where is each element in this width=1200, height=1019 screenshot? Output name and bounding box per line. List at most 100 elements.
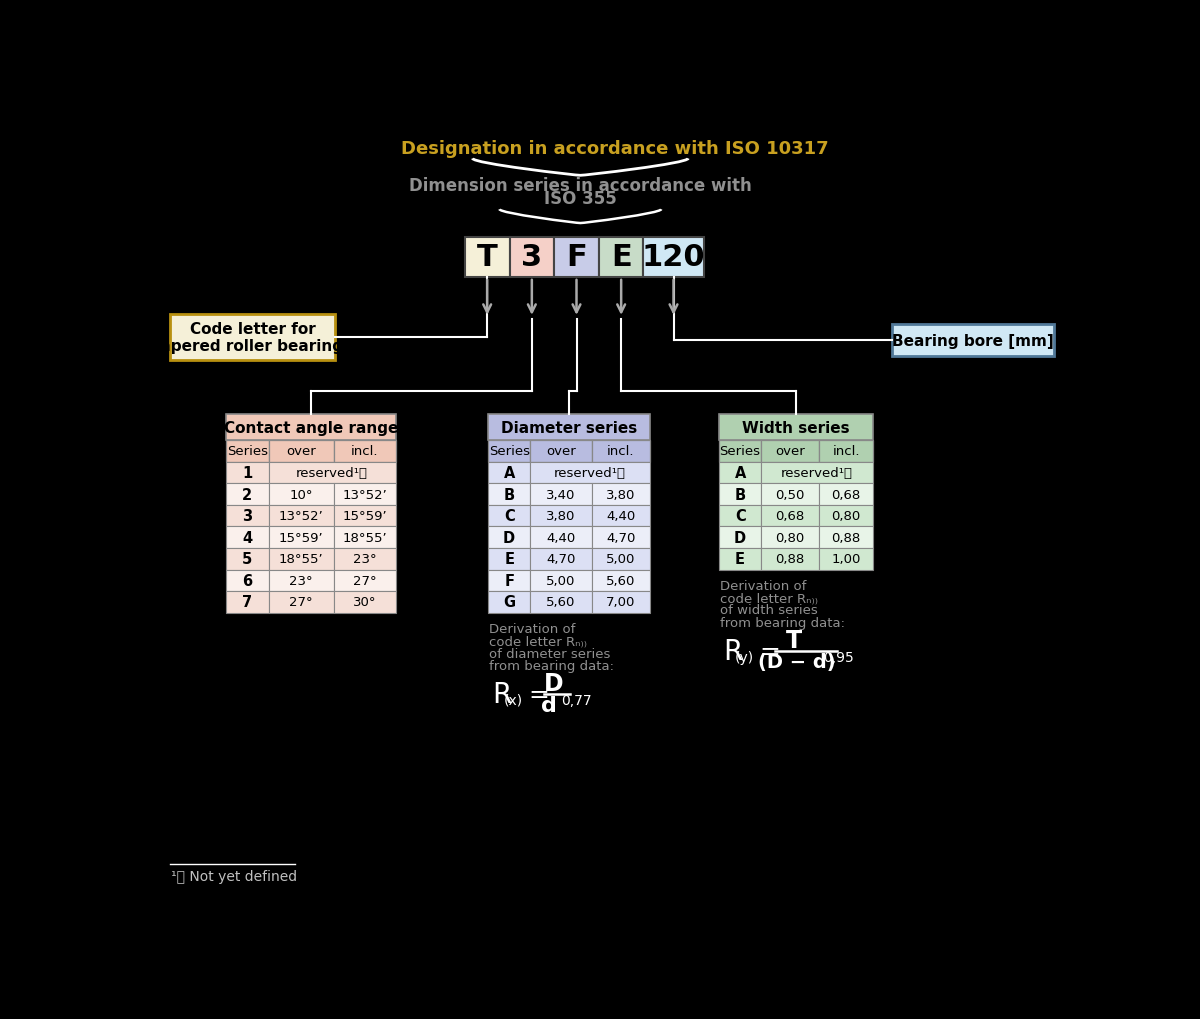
Bar <box>592 570 649 591</box>
Bar <box>488 548 530 570</box>
Text: 30°: 30° <box>353 596 377 608</box>
Text: 10°: 10° <box>289 488 313 501</box>
Text: Series: Series <box>227 445 268 458</box>
Text: 120: 120 <box>642 244 706 272</box>
Text: 15°59’: 15°59’ <box>342 510 388 523</box>
Text: Width series: Width series <box>742 420 850 435</box>
Bar <box>334 548 396 570</box>
Text: 3: 3 <box>242 508 252 524</box>
Text: Diameter series: Diameter series <box>500 420 637 435</box>
Text: 27°: 27° <box>353 575 377 587</box>
Text: over: over <box>775 445 805 458</box>
Bar <box>592 441 649 463</box>
Bar <box>719 505 761 527</box>
Bar <box>719 441 761 463</box>
Text: 13°52’: 13°52’ <box>342 488 388 501</box>
Bar <box>334 527 396 548</box>
Text: B: B <box>504 487 515 502</box>
Bar <box>530 505 592 527</box>
Text: 5,00: 5,00 <box>546 575 576 587</box>
Text: 3,80: 3,80 <box>606 488 636 501</box>
Text: E: E <box>504 551 514 567</box>
Text: 5,00: 5,00 <box>606 552 636 566</box>
Text: D: D <box>734 530 746 545</box>
Text: T: T <box>476 244 498 272</box>
Text: 6: 6 <box>242 574 252 588</box>
Text: ISO 355: ISO 355 <box>544 191 617 208</box>
Text: D: D <box>544 672 563 696</box>
Text: 0,68: 0,68 <box>832 488 860 501</box>
Bar <box>334 441 396 463</box>
Text: 1: 1 <box>242 466 252 481</box>
Text: G: G <box>503 595 515 609</box>
Text: E: E <box>611 244 631 272</box>
Text: 0,95: 0,95 <box>823 650 853 664</box>
Bar <box>464 237 510 277</box>
Text: 27°: 27° <box>289 596 313 608</box>
Bar <box>719 415 872 441</box>
Bar <box>893 325 1054 357</box>
Bar <box>226 591 269 613</box>
Text: over: over <box>546 445 576 458</box>
Text: over: over <box>287 445 316 458</box>
Text: 0,50: 0,50 <box>775 488 805 501</box>
Text: B: B <box>734 487 745 502</box>
Text: 5,60: 5,60 <box>546 596 576 608</box>
Text: Contact angle range: Contact angle range <box>223 420 398 435</box>
Text: 7: 7 <box>242 595 252 609</box>
Text: of width series: of width series <box>720 604 818 616</box>
Bar <box>226 415 396 441</box>
Text: 0,88: 0,88 <box>832 531 860 544</box>
Text: 3,40: 3,40 <box>546 488 576 501</box>
Bar <box>488 441 530 463</box>
Text: Series: Series <box>720 445 761 458</box>
Bar <box>761 505 820 527</box>
Bar <box>334 570 396 591</box>
Bar <box>592 591 649 613</box>
Bar <box>334 591 396 613</box>
Bar <box>269 505 334 527</box>
Bar <box>820 548 872 570</box>
Text: 23°: 23° <box>289 575 313 587</box>
Bar <box>488 415 649 441</box>
Text: D: D <box>503 530 515 545</box>
Text: Derivation of: Derivation of <box>720 579 806 592</box>
Text: 4: 4 <box>242 530 252 545</box>
Bar <box>719 527 761 548</box>
Text: Bearing bore [mm]: Bearing bore [mm] <box>892 333 1054 348</box>
Bar <box>530 591 592 613</box>
Bar <box>761 441 820 463</box>
Text: 7,00: 7,00 <box>606 596 636 608</box>
Bar <box>530 527 592 548</box>
Text: C: C <box>504 508 515 524</box>
Bar <box>334 505 396 527</box>
Text: E: E <box>736 551 745 567</box>
Bar <box>761 484 820 505</box>
Bar <box>592 548 649 570</box>
Text: 5: 5 <box>242 551 252 567</box>
Bar <box>599 237 643 277</box>
Text: (D − d): (D − d) <box>758 653 835 672</box>
Text: reserved¹⧩: reserved¹⧩ <box>554 467 626 480</box>
Bar <box>334 484 396 505</box>
Bar <box>226 548 269 570</box>
Text: R: R <box>492 681 511 708</box>
Text: F: F <box>504 574 514 588</box>
Bar <box>820 441 872 463</box>
Bar <box>269 570 334 591</box>
Text: 18°55’: 18°55’ <box>342 531 388 544</box>
Text: reserved¹⧩: reserved¹⧩ <box>296 467 368 480</box>
Bar <box>530 463 649 484</box>
Bar <box>530 484 592 505</box>
Bar <box>269 591 334 613</box>
Bar <box>510 237 554 277</box>
Text: d: d <box>541 695 557 715</box>
Text: 0,80: 0,80 <box>775 531 805 544</box>
Text: code letter Rₙ₎₎: code letter Rₙ₎₎ <box>720 591 818 604</box>
Text: 4,40: 4,40 <box>546 531 576 544</box>
Text: incl.: incl. <box>352 445 378 458</box>
Bar <box>226 527 269 548</box>
Text: 0,80: 0,80 <box>832 510 860 523</box>
Text: 3: 3 <box>521 244 542 272</box>
Bar <box>488 484 530 505</box>
